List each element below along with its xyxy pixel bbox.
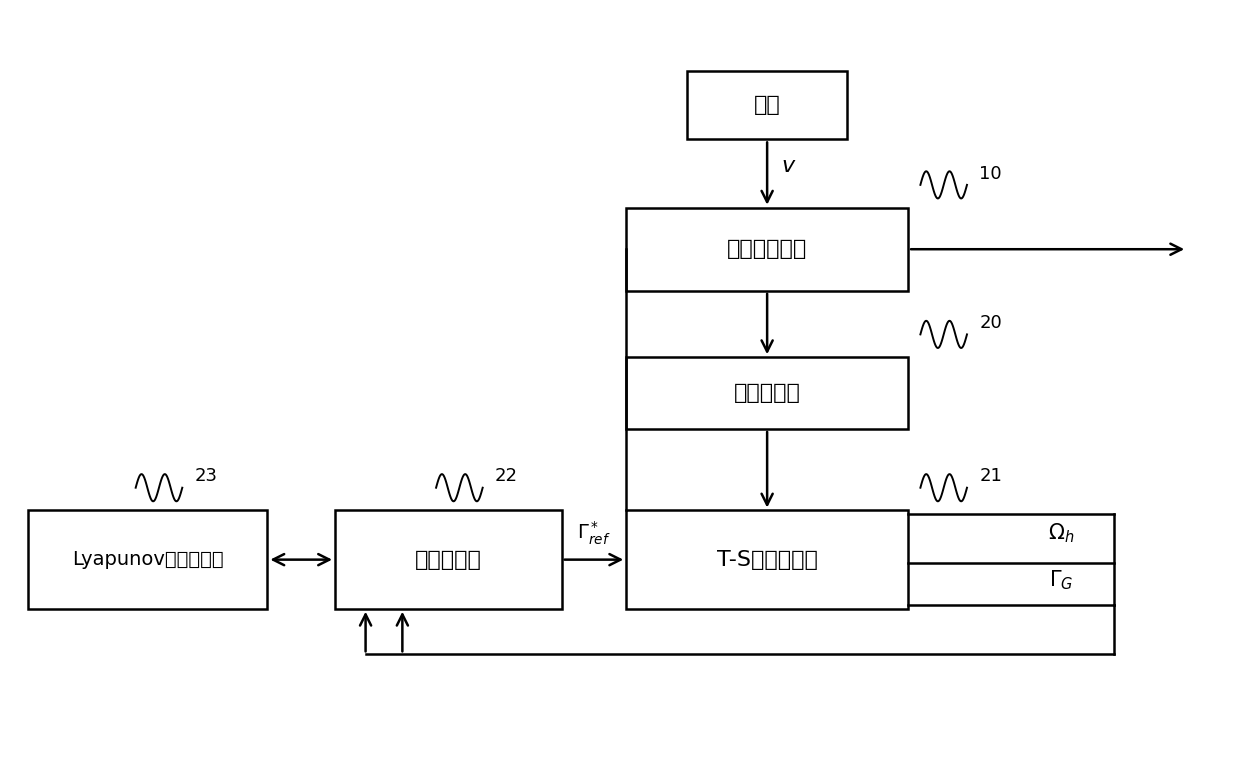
Text: $v$: $v$ <box>781 156 797 176</box>
Text: 21: 21 <box>980 467 1002 486</box>
Bar <box>626 207 908 291</box>
Bar <box>335 510 562 609</box>
Text: 10: 10 <box>980 164 1002 183</box>
Text: 滑模控制器: 滑模控制器 <box>415 550 482 570</box>
Text: T-S模糊控制器: T-S模糊控制器 <box>717 550 817 570</box>
Text: 23: 23 <box>195 467 217 486</box>
Text: $\Gamma_G$: $\Gamma_G$ <box>1049 568 1074 592</box>
Text: 系统建模器: 系统建模器 <box>734 383 801 403</box>
Bar <box>687 71 847 140</box>
Bar <box>626 510 908 609</box>
Text: 风速: 风速 <box>754 96 780 116</box>
Text: 风能转换系统: 风能转换系统 <box>727 239 807 259</box>
Text: 22: 22 <box>495 467 518 486</box>
Bar <box>29 510 268 609</box>
Text: 20: 20 <box>980 314 1002 332</box>
Text: Lyapunov分析验证器: Lyapunov分析验证器 <box>72 550 223 569</box>
Text: $\Omega_h$: $\Omega_h$ <box>1048 521 1075 545</box>
Bar <box>626 357 908 429</box>
Text: $\Gamma^*_{ref}$: $\Gamma^*_{ref}$ <box>577 520 611 547</box>
